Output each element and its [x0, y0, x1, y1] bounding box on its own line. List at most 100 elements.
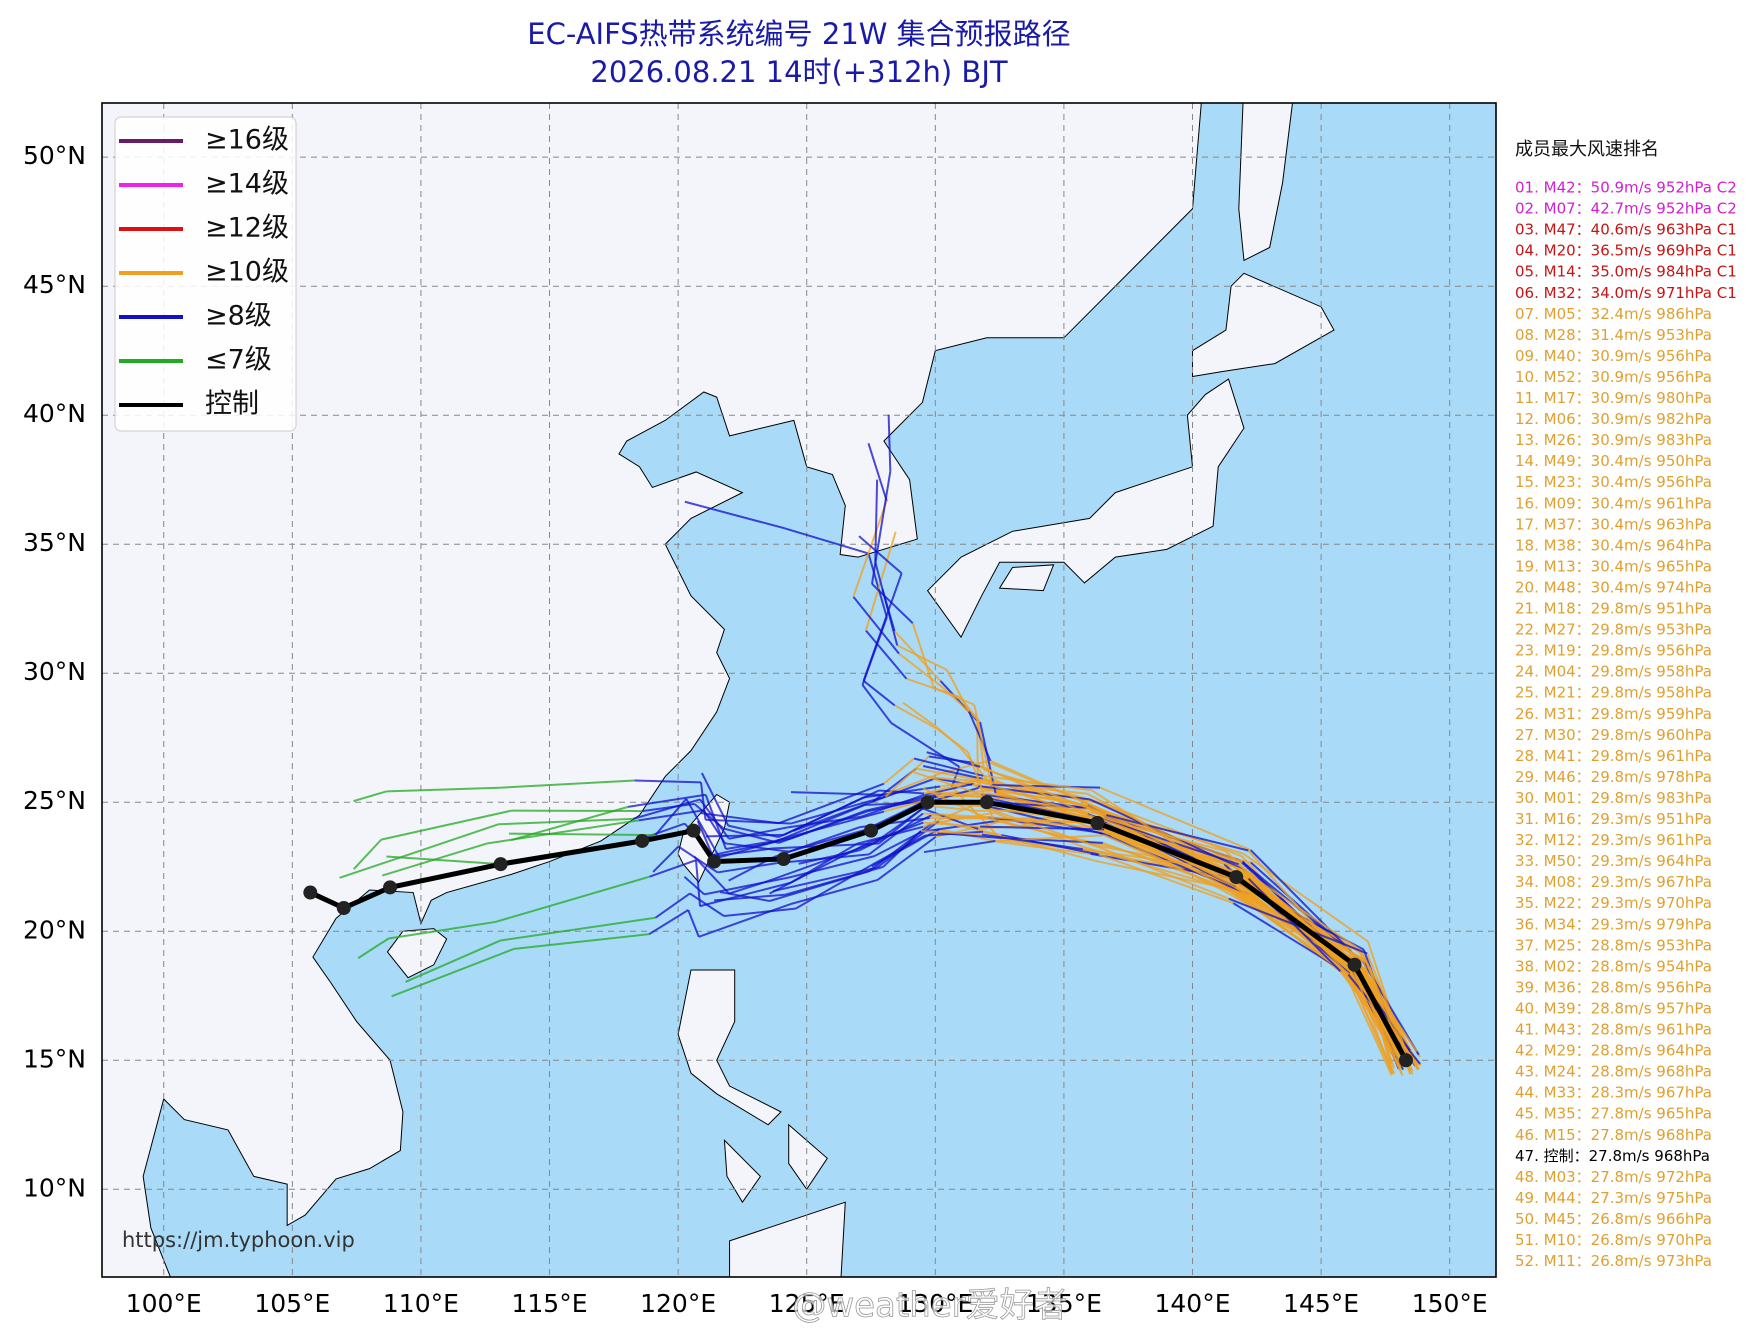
member-track: [353, 838, 382, 870]
member-track: [923, 765, 984, 780]
x-tick-label: 115°E: [512, 1289, 588, 1318]
member-track: [1099, 831, 1249, 895]
member-track: [1099, 786, 1252, 851]
ranking-item: 42. M29：28.8m/s 964hPa: [1515, 1042, 1712, 1060]
member-track: [867, 553, 888, 618]
ranking-item: 19. M13：30.4m/s 965hPa: [1515, 557, 1712, 575]
ranking-item: 51. M10：26.8m/s 970hPa: [1515, 1231, 1712, 1249]
legend-label: ≤7级: [205, 345, 272, 376]
map-area: [102, 103, 1496, 1277]
control-point: [686, 823, 701, 838]
member-track: [684, 500, 785, 530]
member-track: [936, 792, 990, 797]
ranking-item: 46. M15：27.8m/s 968hPa: [1515, 1126, 1712, 1144]
y-tick-label: 50°N: [23, 141, 86, 170]
ranking-item: 22. M27：29.8m/s 953hPa: [1515, 621, 1712, 639]
x-tick-label: 150°E: [1412, 1289, 1488, 1318]
ranking-item: 21. M18：29.8m/s 951hPa: [1515, 600, 1712, 618]
legend-label: ≥14级: [205, 169, 289, 200]
member-track: [861, 684, 893, 724]
member-track: [902, 701, 939, 729]
member-track: [1082, 845, 1224, 889]
member-track: [946, 669, 970, 712]
ranking-item: 32. M12：29.3m/s 961hPa: [1515, 831, 1712, 849]
control-point: [707, 854, 722, 869]
ranking-item: 39. M36：28.8m/s 956hPa: [1515, 978, 1712, 996]
member-track: [871, 583, 914, 624]
member-track: [510, 805, 629, 841]
member-track: [922, 812, 989, 819]
ranking-item: 35. M22：29.3m/s 970hPa: [1515, 894, 1712, 912]
legend-label: ≥12级: [205, 213, 289, 244]
member-track: [936, 728, 969, 753]
member-track: [867, 442, 888, 502]
ranking-item: 26. M31：29.8m/s 959hPa: [1515, 705, 1712, 723]
control-point: [635, 833, 650, 848]
ranking-item: 24. M04：29.8m/s 958hPa: [1515, 663, 1712, 681]
control-point: [493, 857, 508, 872]
member-track: [852, 596, 900, 655]
member-track: [898, 652, 944, 689]
member-track: [884, 755, 930, 798]
control-point: [1398, 1053, 1413, 1068]
ranking-item: 17. M37：30.4m/s 963hPa: [1515, 515, 1712, 533]
x-tick-label: 130°E: [897, 1289, 973, 1318]
member-track: [693, 855, 730, 895]
member-track: [487, 819, 639, 845]
member-track: [887, 414, 892, 472]
member-track: [795, 863, 873, 910]
member-track: [968, 711, 992, 762]
member-track: [391, 947, 515, 998]
ranking-item: 29. M46：29.8m/s 978hPa: [1515, 768, 1712, 786]
ranking-item: 50. M45：26.8m/s 966hPa: [1515, 1210, 1712, 1228]
ranking-item: 08. M28：31.4m/s 953hPa: [1515, 326, 1712, 344]
member-track: [926, 751, 981, 768]
member-track: [1087, 822, 1224, 891]
control-point: [864, 823, 879, 838]
member-track: [712, 847, 773, 858]
control-point: [1090, 815, 1105, 830]
land: [1238, 103, 1293, 262]
member-track: [878, 789, 925, 795]
land: [723, 1138, 762, 1204]
watermark: @weather爱好者: [792, 1286, 1067, 1326]
ranking-item: 06. M32：34.0m/s 971hPa C1: [1515, 284, 1737, 302]
member-track: [1228, 897, 1368, 955]
member-track: [694, 860, 702, 907]
member-track: [933, 686, 975, 706]
ranking-item: 18. M38：30.4m/s 964hPa: [1515, 536, 1712, 554]
member-track: [981, 833, 1083, 851]
member-track: [339, 859, 392, 879]
overlay: 100°E 105°E 110°E 115°E 120°E 125°E 130°E 135°E…: [23, 116, 1737, 1326]
member-track: [920, 830, 982, 836]
source-url: https://jm.typhoon.vip: [122, 1228, 355, 1252]
member-track: [698, 903, 791, 938]
legend-box: [114, 116, 297, 432]
member-track: [687, 909, 700, 938]
y-tick-label: 20°N: [23, 915, 86, 944]
ranking-item: 07. M05：32.4m/s 986hPa: [1515, 305, 1712, 323]
member-track: [784, 865, 884, 896]
member-track: [388, 920, 496, 940]
x-tick-label: 135°E: [1026, 1289, 1102, 1318]
member-track: [874, 561, 899, 646]
member-track: [1366, 953, 1407, 1050]
member-track: [923, 780, 975, 795]
member-track: [912, 770, 982, 796]
member-track: [500, 916, 656, 942]
member-track: [942, 686, 978, 720]
ranking-item: 04. M20：36.5m/s 969hPa C1: [1515, 242, 1737, 260]
ranking-item: 30. M01：29.8m/s 983hPa: [1515, 789, 1712, 807]
control-point: [979, 795, 994, 810]
member-track: [991, 783, 1101, 789]
ranking-item: 12. M06：30.9m/s 982hPa: [1515, 410, 1712, 428]
ranking-item: 37. M25：28.8m/s 953hPa: [1515, 936, 1712, 954]
member-track: [702, 809, 726, 844]
ranking-item: 52. M11：26.8m/s 973hPa: [1515, 1252, 1712, 1270]
member-track: [862, 679, 896, 707]
member-track: [514, 933, 650, 950]
member-track: [858, 535, 903, 575]
member-track: [700, 812, 779, 825]
member-track: [979, 765, 1107, 817]
y-tick-label: 40°N: [23, 399, 86, 428]
